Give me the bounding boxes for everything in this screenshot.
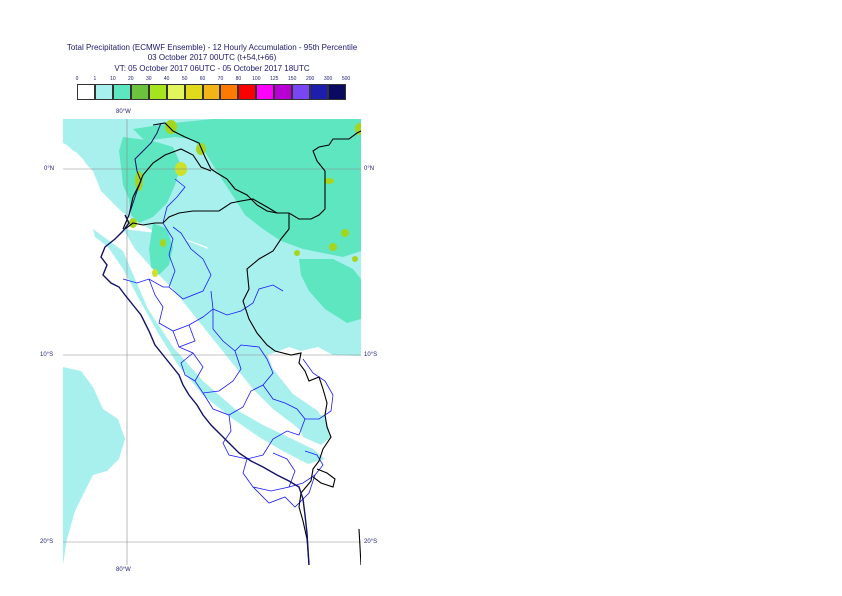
precip-spot-10 <box>329 243 337 251</box>
lat-label-0-right: 0°N <box>364 166 375 172</box>
chart-title: Total Precipitation (ECMWF Ensemble) - 1… <box>66 43 358 52</box>
lat-label-10-right: 10°S <box>364 352 378 358</box>
legend-tick-label: 1 <box>93 76 97 82</box>
legend-swatch <box>220 84 239 100</box>
legend-tick-label: 500 <box>341 76 351 82</box>
lon-label-top: 80°W <box>116 109 131 115</box>
legend-tick-label: 80 <box>235 76 242 82</box>
legend-tick-label: 70 <box>217 76 224 82</box>
legend-swatch <box>310 84 329 100</box>
legend-swatch <box>130 84 149 100</box>
legend-tick-label: 20 <box>128 76 134 82</box>
legend-tick-label: 60 <box>199 76 206 82</box>
graticule <box>63 119 361 565</box>
precip-medium-northwest <box>119 137 181 223</box>
legend-tick-label: 10 <box>110 76 116 82</box>
legend-tick-label: 125 <box>270 76 279 82</box>
legend-swatch <box>94 84 113 100</box>
legend-tick-label: 0 <box>75 76 79 82</box>
legend-swatch <box>202 84 221 100</box>
legend-tick-label: 100 <box>252 76 261 82</box>
province-borders <box>122 178 334 508</box>
legend-swatch <box>77 84 95 100</box>
precip-light-andes <box>123 229 328 441</box>
precip-spot-12 <box>294 250 300 256</box>
legend-swatch <box>238 84 257 100</box>
legend-swatch <box>148 84 167 100</box>
legend-tick-label: 30 <box>145 76 152 82</box>
legend-swatch <box>166 84 185 100</box>
lat-label-0-left: 0°N <box>44 166 55 172</box>
valid-time: VT: 05 October 2017 06UTC - 05 October 2… <box>114 64 310 73</box>
legend-swatch <box>292 84 311 100</box>
precip-medium-andes <box>149 223 173 275</box>
color-legend: 0 1 10 20 30 40 50 60 70 80 100 125 150 200 300 500 <box>0 0 842 110</box>
precip-spot-2 <box>135 171 143 191</box>
lat-label-20-left: 20°S <box>40 539 54 545</box>
precip-medium-far-east <box>299 259 361 323</box>
lat-label-10-left: 10°S <box>40 352 54 358</box>
precipitation-map <box>63 119 361 565</box>
legend-swatch <box>274 84 293 100</box>
legend-swatch <box>256 84 275 100</box>
map-panel <box>63 119 361 565</box>
legend-tick-label: 150 <box>288 76 297 82</box>
precip-medium-north <box>133 119 361 257</box>
legend-tick-label: 40 <box>163 76 170 82</box>
legend-tick-label: 200 <box>305 76 315 82</box>
legend-tick-label: 300 <box>323 76 333 82</box>
precip-spot-6 <box>160 239 166 247</box>
lat-label-20-right: 20°S <box>364 539 378 545</box>
legend-swatch <box>112 84 131 100</box>
national-borders <box>122 122 361 565</box>
coastline <box>100 214 310 565</box>
legend-tick-label: 50 <box>181 76 188 82</box>
lon-label-bottom: 80°W <box>116 567 131 573</box>
precip-light-coast-belt <box>93 229 325 464</box>
legend-swatch <box>184 84 203 100</box>
precip-light-patch-southwest <box>63 367 125 565</box>
precip-spot-7 <box>152 269 158 277</box>
base-time: 03 October 2017 00UTC (t+54,t+66) <box>147 53 277 62</box>
precip-spot-8 <box>324 178 334 184</box>
coastline-north <box>128 122 162 216</box>
precip-spot-9 <box>341 229 349 237</box>
precip-spot-1 <box>165 120 177 134</box>
legend-swatch <box>328 84 346 100</box>
precip-spot-11 <box>352 256 358 262</box>
